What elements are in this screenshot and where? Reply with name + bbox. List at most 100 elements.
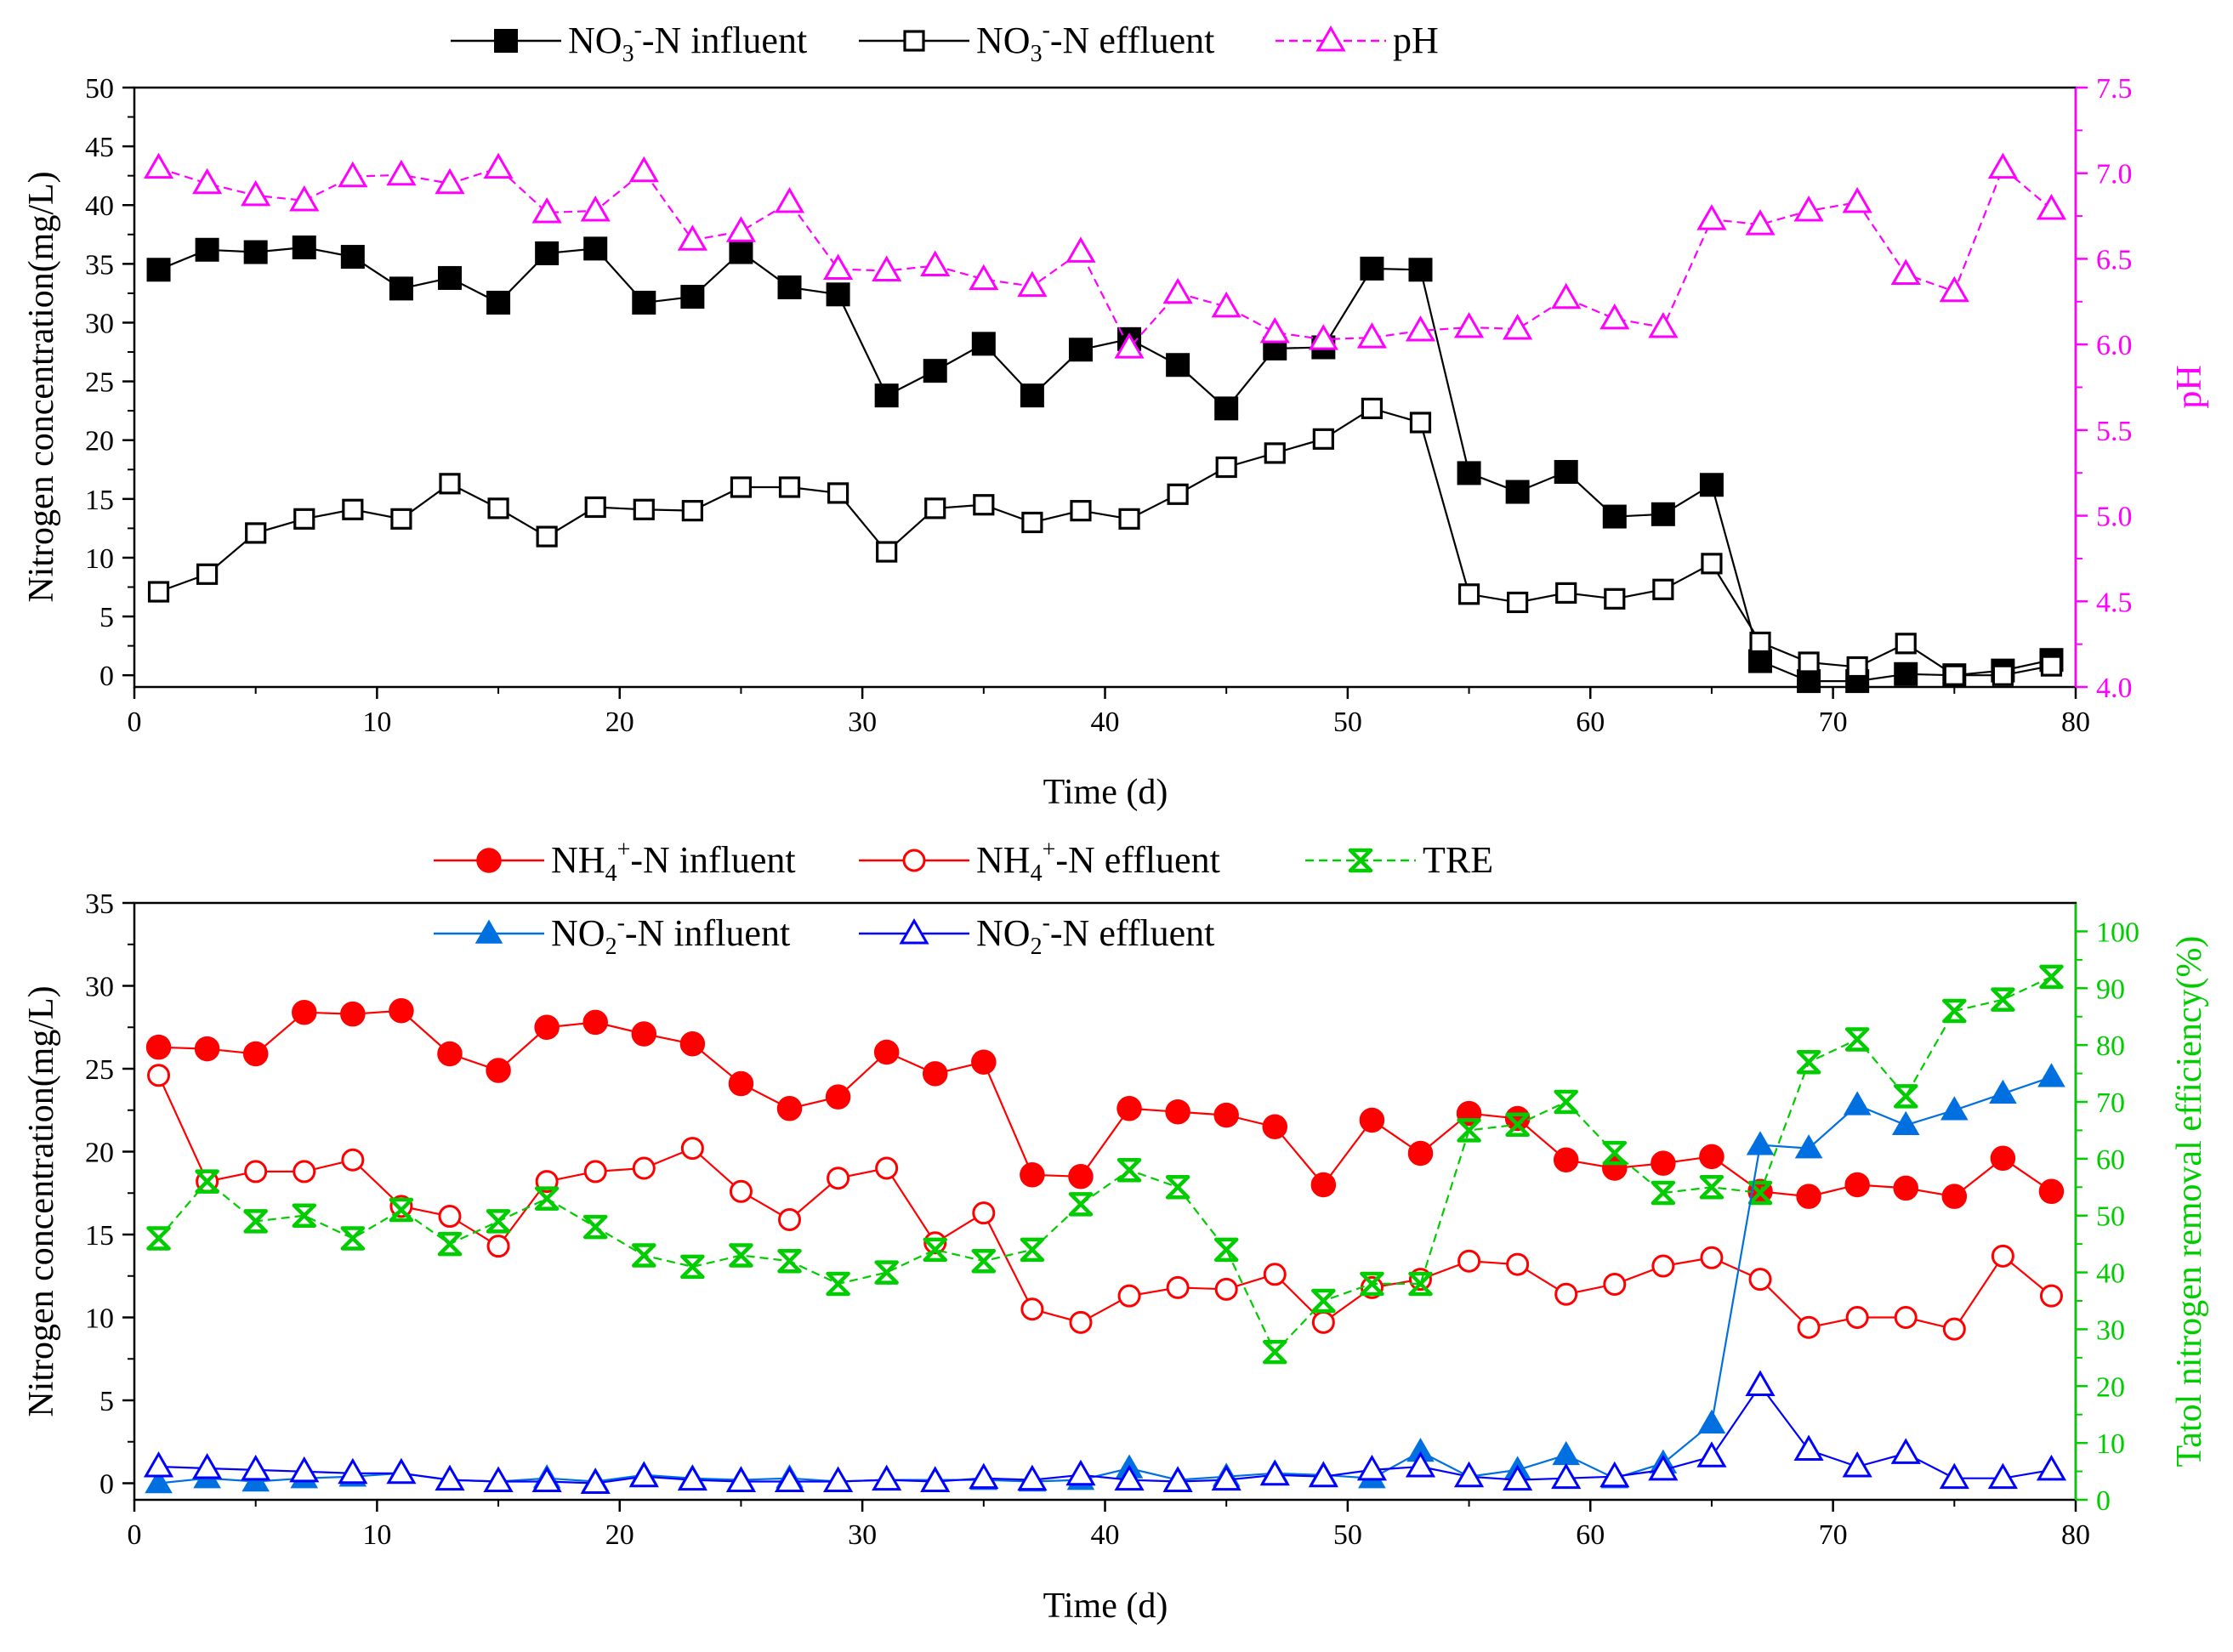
data-point-tre [680,1254,705,1280]
data-point-no2-n-effluent [1356,1454,1388,1481]
data-point-no2-n-influent [1697,1409,1726,1434]
data-point-no3-n-influent [1554,460,1578,485]
x-tick-label: 40 [1091,1519,1120,1551]
data-point-tre [582,1214,608,1240]
y-tick-label: 30 [85,308,114,339]
data-point-no3-n-influent [340,245,365,270]
data-point-no3-n-effluent [196,563,219,585]
legend-label: NH4+-N effluent [976,837,1220,887]
data-point-nh4-n-influent [873,1039,900,1065]
data-point-no3-n-influent [1602,504,1627,529]
data-point-no3-n-influent [292,236,316,259]
data-point-tre [1942,998,1967,1024]
data-point-nh4-n-effluent [1263,1263,1287,1286]
data-point-no2-n-effluent [1503,1464,1533,1491]
data-point-no2-n-effluent [1551,1462,1582,1490]
series-line-tre [157,975,2052,1354]
data-point-no2-n-effluent [1114,1464,1145,1491]
data-point-nh4-n-effluent [1942,1317,1966,1341]
x-tick-label: 60 [1576,1519,1605,1551]
y2-tick-label: 20 [2096,1371,2125,1403]
data-point-nh4-n-effluent [1894,1306,1918,1329]
y2-tick-label: 90 [2096,974,2125,1005]
data-point-nh4-n-effluent [1554,1282,1578,1306]
data-point-no3-n-effluent [1798,651,1820,673]
data-point-nh4-n-influent [1310,1172,1337,1198]
legend-label-rest: -N effluent [1050,912,1214,954]
y-tick-label: 5 [99,1386,114,1417]
legend-marker [899,917,929,945]
y2-tick-label: 40 [2096,1258,2125,1290]
data-point-no3-n-effluent [1749,631,1771,654]
data-point-tre [340,1226,366,1251]
data-point-no2-n-effluent [1065,1459,1096,1486]
data-point-nh4-n-influent [971,1049,997,1075]
data-point-no3-n-effluent [1312,428,1334,450]
legend-item-ph: pH [1276,20,1439,61]
data-point-no3-n-effluent [1457,583,1480,605]
legend-label-rest: -N effluent [1050,20,1214,61]
data-point-tre [1554,1089,1578,1115]
data-point-nh4-n-effluent [1214,1277,1238,1301]
data-point-nh4-n-effluent [1069,1310,1093,1334]
data-point-no3-n-effluent [973,494,995,516]
data-point-no2-n-effluent [822,1466,854,1493]
data-point-tre [826,1271,850,1297]
legend-item-no2-n-effluent: NO2--N effluent [859,910,1214,960]
data-point-no2-n-influent [145,1468,173,1494]
series-ph [143,152,2067,359]
data-point-tre [1602,1140,1628,1166]
legend-marker [1315,25,1346,52]
data-point-ph [2036,194,2067,220]
data-point-no2-n-effluent [725,1466,757,1493]
data-point-nh4-n-influent [728,1070,754,1097]
legend-label-sup: - [634,17,642,43]
data-point-no2-n-effluent [1017,1464,1048,1491]
data-point-tre [971,1248,997,1274]
data-point-no2-n-effluent [628,1461,659,1488]
data-point-no3-n-effluent [730,476,753,498]
x-axis: 0 10 20 30 40 50 60 70 80 [128,88,2090,738]
data-point-ph [628,156,659,183]
data-point-no3-n-effluent [147,581,170,603]
data-point-no2-n-effluent [1939,1462,1969,1490]
data-point-no3-n-influent [535,241,560,265]
data-point-nh4-n-influent [679,1031,706,1057]
data-point-tre [1213,1237,1239,1263]
data-point-no3-n-influent [1068,338,1093,362]
data-point-no2-n-effluent [1405,1450,1436,1478]
data-point-tre [486,1209,511,1234]
data-point-nh4-n-influent [1893,1175,1918,1201]
y-axis-right: 0 10 20 30 40 50 60 70 80 90 100 [2076,917,2139,1517]
data-point-nh4-n-effluent [2039,1284,2063,1308]
legend-label-sup: - [1043,910,1050,936]
legend-label-base: NH [551,839,605,881]
legend-item-no2-n-influent: NO2--N influent [434,910,790,960]
data-point-no3-n-effluent [487,497,509,519]
data-point-no2-n-effluent [1793,1434,1824,1461]
data-point-nh4-n-effluent [583,1160,607,1184]
y2-tick-label: 4.0 [2096,673,2133,704]
y-tick-label: 5 [99,602,114,633]
data-point-nh4-n-effluent [778,1207,802,1231]
data-point-ph [1017,270,1048,298]
data-point-nh4-n-influent [1553,1147,1579,1172]
legend-label: TRE [1423,839,1493,881]
data-point-no3-n-influent [874,383,899,408]
data-point-nh4-n-influent [631,1021,657,1047]
data-point-ph [1793,196,1824,222]
data-point-tre [1116,1157,1142,1183]
x-tick-label: 0 [128,1519,142,1551]
panel-nitrate-ph: 0 10 20 30 40 50 60 70 80 0 5 10 15 20 25 30 35 40 45 50 4.0… [22,17,2209,812]
data-point-nh4-n-effluent [1311,1310,1335,1334]
y-tick-label: 35 [85,249,114,281]
data-point-ph [143,152,174,179]
legend-label-sub: 4 [1031,860,1043,887]
y2-tick-label: 7.5 [2096,73,2133,105]
y-tick-label: 15 [85,1220,114,1252]
data-point-no3-n-influent [1797,669,1821,694]
data-point-ph [1114,332,1145,359]
data-point-no2-n-effluent [677,1464,707,1491]
y2-tick-label: 7.0 [2096,159,2133,190]
